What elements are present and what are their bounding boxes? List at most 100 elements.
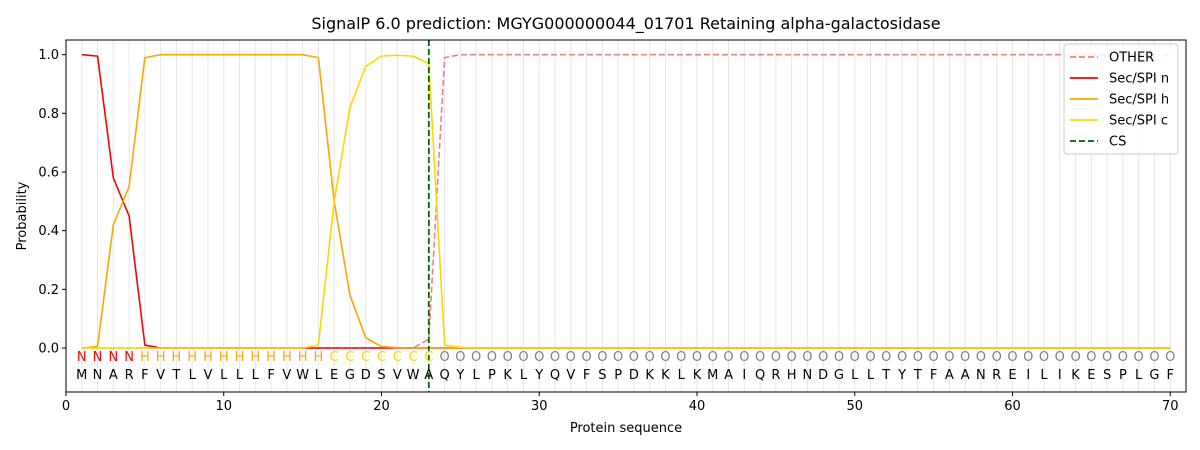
region-label: O	[992, 350, 1002, 365]
sequence-letter: I	[1058, 368, 1062, 383]
region-label: O	[692, 350, 702, 365]
x-tick-label: 70	[1162, 399, 1179, 414]
region-label: O	[597, 350, 607, 365]
region-label: O	[487, 350, 497, 365]
sequence-letter: K	[693, 368, 702, 383]
legend-label-other: OTHER	[1109, 51, 1154, 66]
region-label: O	[802, 350, 812, 365]
sequence-letter: L	[473, 368, 481, 383]
x-tick-label: 0	[62, 399, 70, 414]
region-label: O	[834, 350, 844, 365]
sequence-letter: K	[661, 368, 670, 383]
sequence-letter: L	[851, 368, 859, 383]
legend-label-cs: CS	[1109, 135, 1126, 150]
sequence-letter: I	[1026, 368, 1030, 383]
region-label: O	[944, 350, 954, 365]
sequence-letter: A	[109, 368, 118, 383]
region-label: O	[976, 350, 986, 365]
region-label: N	[77, 350, 87, 365]
x-tick-label: 20	[373, 399, 390, 414]
sequence-letter: L	[236, 368, 244, 383]
region-label: H	[266, 350, 276, 365]
sequence-letter: V	[156, 368, 165, 383]
region-label: O	[928, 350, 938, 365]
region-label: O	[723, 350, 733, 365]
series-line-sec-spi-c	[81, 54, 1171, 349]
x-tick-label: 30	[531, 399, 548, 414]
sequence-letter: A	[724, 368, 733, 383]
sequence-letter: D	[818, 368, 828, 383]
sequence-letter: E	[1087, 368, 1095, 383]
region-label: H	[156, 350, 166, 365]
region-label: O	[613, 350, 623, 365]
sequence-letter: P	[488, 368, 496, 383]
sequence-letter: K	[503, 368, 512, 383]
sequence-letter: S	[377, 368, 385, 383]
region-label: O	[471, 350, 481, 365]
sequence-letter: T	[913, 368, 922, 383]
sequence-letter: I	[742, 368, 746, 383]
sequence-letter: G	[834, 368, 844, 383]
sequence-letter: F	[583, 368, 590, 383]
sequence-letter: G	[1149, 368, 1159, 383]
region-label: O	[629, 350, 639, 365]
sequence-letter: D	[361, 368, 371, 383]
sequence-letter: N	[976, 368, 986, 383]
sequence-letter: S	[1103, 368, 1111, 383]
sequence-letter: Q	[439, 368, 449, 383]
sequence-letter: L	[1040, 368, 1048, 383]
sequence-letter: P	[1119, 368, 1127, 383]
region-label: O	[865, 350, 875, 365]
region-label: O	[881, 350, 891, 365]
region-label: O	[645, 350, 655, 365]
region-label: H	[140, 350, 150, 365]
y-tick-label: 0.2	[38, 283, 59, 298]
region-label: H	[314, 350, 324, 365]
sequence-letter: Y	[534, 368, 543, 383]
chart-title: SignalP 6.0 prediction: MGYG000000044_01…	[311, 14, 940, 34]
sequence-letter: L	[220, 368, 228, 383]
region-label: O	[1102, 350, 1112, 365]
sequence-letter: E	[1008, 368, 1016, 383]
legend: OTHER Sec/SPI n Sec/SPI h Sec/SPI c CS	[1063, 43, 1179, 155]
region-label: O	[503, 350, 513, 365]
region-label: O	[581, 350, 591, 365]
region-label: O	[439, 350, 449, 365]
sequence-letter: F	[267, 368, 274, 383]
sequence-letter: K	[645, 368, 654, 383]
region-label: O	[708, 350, 718, 365]
x-tick-label: 50	[846, 399, 863, 414]
sequence-letter: T	[171, 368, 180, 383]
sequence-letter: V	[204, 368, 213, 383]
y-tick-label: 0.8	[38, 107, 59, 122]
sequence-letter: F	[141, 368, 148, 383]
region-label: O	[755, 350, 765, 365]
sequence-letter: L	[315, 368, 323, 383]
sequence-letter: G	[345, 368, 355, 383]
region-label: O	[455, 350, 465, 365]
sequence-letter: A	[945, 368, 954, 383]
region-label: O	[676, 350, 686, 365]
sequence-letter: R	[771, 368, 780, 383]
y-tick-label: 0.4	[38, 224, 59, 239]
x-tick-label: 60	[1004, 399, 1021, 414]
axes-frame	[65, 39, 1187, 393]
region-label: O	[1055, 350, 1065, 365]
region-label: N	[93, 350, 103, 365]
region-label: N	[124, 350, 134, 365]
sequence-letter: M	[707, 368, 718, 383]
region-label: O	[550, 350, 560, 365]
region-label: H	[282, 350, 292, 365]
sequence-letter: M	[76, 368, 87, 383]
sequence-letter: L	[678, 368, 686, 383]
region-label: H	[187, 350, 197, 365]
region-label: O	[913, 350, 923, 365]
region-label: O	[818, 350, 828, 365]
sequence-letter: R	[992, 368, 1001, 383]
region-label: C	[409, 350, 418, 365]
region-label: C	[361, 350, 370, 365]
region-label: C	[393, 350, 402, 365]
sequence-letter: S	[598, 368, 606, 383]
y-tick-label: 0.0	[38, 342, 59, 357]
